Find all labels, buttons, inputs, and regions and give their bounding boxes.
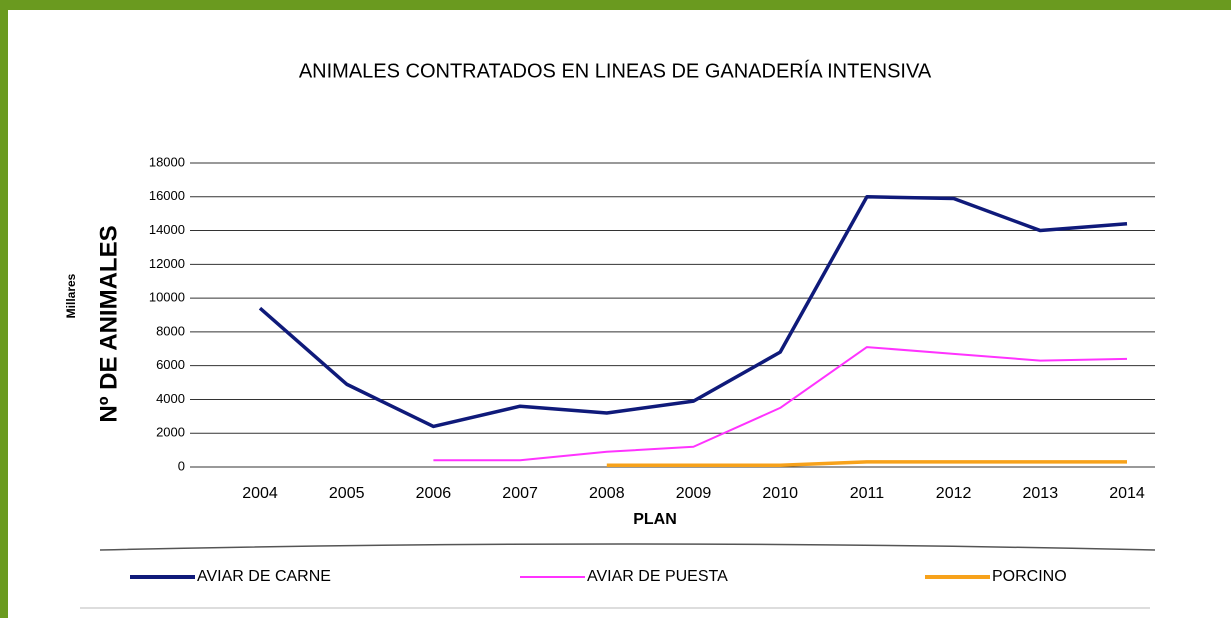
legend-label: AVIAR DE PUESTA — [587, 568, 728, 585]
y-tick-label: 2000 — [156, 425, 185, 440]
x-tick-label: 2010 — [762, 485, 798, 502]
legend-label: AVIAR DE CARNE — [197, 568, 331, 585]
x-tick-label: 2008 — [589, 485, 625, 502]
x-tick-label: 2014 — [1109, 485, 1145, 502]
y-tick-label: 4000 — [156, 391, 185, 406]
y-tick-label: 12000 — [149, 256, 185, 271]
series-line — [258, 195, 1128, 429]
y-axis-title: Nº DE ANIMALES — [95, 225, 122, 422]
x-tick-label: 2011 — [850, 485, 885, 502]
chart-title: ANIMALES CONTRATADOS EN LINEAS DE GANADE… — [299, 59, 932, 82]
y-axis-unit: Millares — [64, 273, 78, 318]
x-tick-label: 2007 — [502, 485, 538, 502]
legend-divider — [99, 543, 1156, 551]
x-tick-label: 2004 — [242, 485, 278, 502]
x-axis-title: PLAN — [633, 511, 677, 528]
x-tick-label: 2009 — [676, 485, 712, 502]
y-tick-label: 0 — [178, 458, 185, 473]
y-tick-label: 18000 — [149, 154, 185, 169]
top-border — [0, 0, 1231, 10]
series-line — [433, 346, 1128, 462]
y-tick-label: 6000 — [156, 357, 185, 372]
x-tick-label: 2012 — [936, 485, 972, 502]
y-tick-label: 14000 — [149, 222, 185, 237]
y-tick-label: 16000 — [149, 188, 185, 203]
left-border — [0, 0, 8, 618]
y-tick-label: 10000 — [149, 290, 185, 305]
x-tick-label: 2005 — [329, 485, 365, 502]
legend-label: PORCINO — [992, 568, 1067, 585]
x-tick-label: 2006 — [416, 485, 452, 502]
y-tick-label: 8000 — [156, 323, 185, 338]
x-tick-label: 2013 — [1023, 485, 1059, 502]
series-line — [606, 460, 1127, 468]
